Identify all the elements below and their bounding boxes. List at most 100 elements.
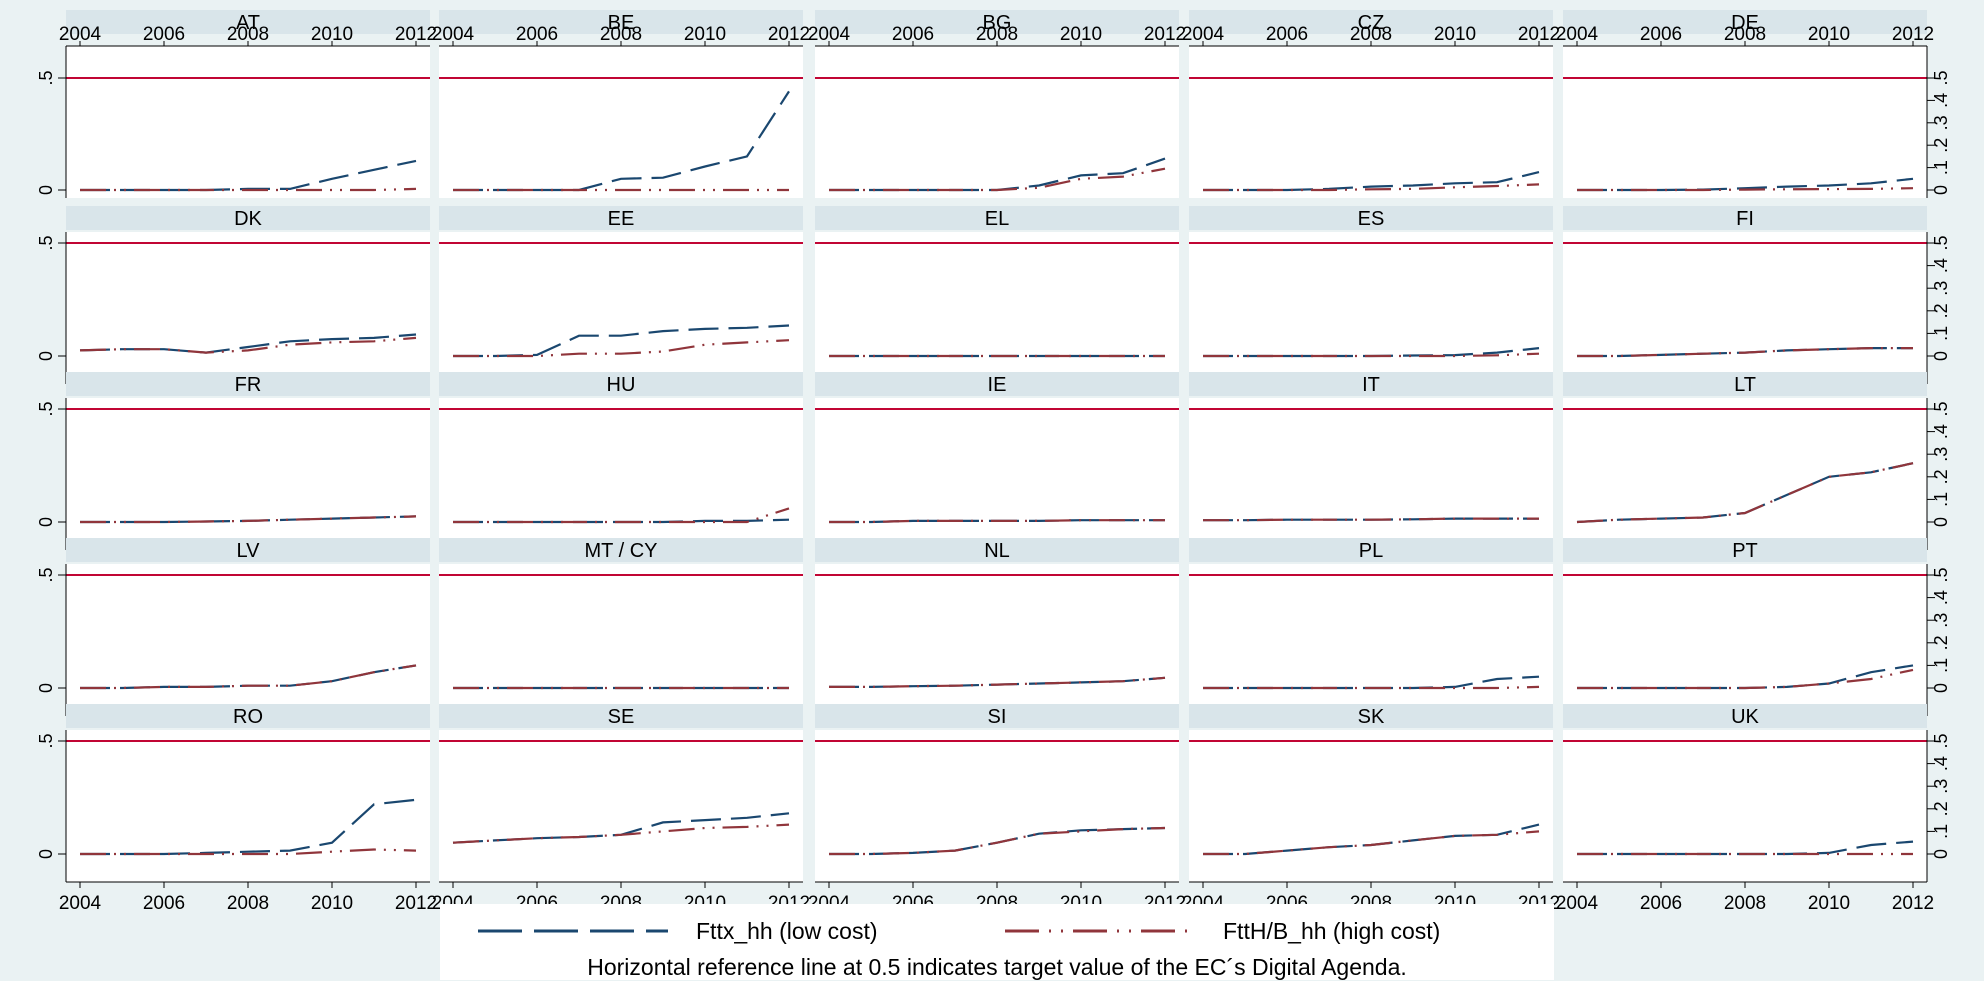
plot-area [815, 232, 1179, 384]
x-tick-label: 2010 [311, 893, 353, 914]
y-tick-label: .3 [1931, 281, 1951, 296]
x-tick-label: 2012 [1518, 24, 1560, 45]
panel-pl: PL [1189, 538, 1553, 716]
y-tick-label: .5 [36, 567, 56, 582]
panel-title: LV [237, 540, 261, 562]
panel-title: SE [608, 706, 635, 728]
panel-strip [815, 372, 1179, 396]
y-tick-label: .4 [1931, 424, 1951, 439]
panel-title: PL [1359, 540, 1383, 562]
legend: Fttx_hh (low cost) FttH/B_hh (high cost)… [440, 904, 1554, 980]
panel-title: SI [988, 706, 1007, 728]
y-tick-label: .5 [1931, 733, 1951, 748]
series-line-high-cost [80, 848, 417, 856]
y-tick-label: 0 [1931, 849, 1951, 859]
x-tick-label: 2010 [1060, 24, 1102, 45]
panel-strip [1563, 206, 1927, 230]
panel-title: IT [1362, 374, 1380, 396]
x-tick-label: 2010 [684, 24, 726, 45]
panel-title: BG [983, 12, 1012, 34]
x-tick-label: 2004 [59, 893, 102, 914]
panel-lv: LV 0 .5 [36, 538, 430, 716]
panel-title: SK [1358, 706, 1385, 728]
plot-area [1189, 46, 1553, 198]
panel-strip [66, 704, 430, 728]
plot-area [1563, 398, 1927, 550]
y-tick-label: .4 [1931, 590, 1951, 605]
panel-strip [1563, 372, 1927, 396]
plot-area [1189, 564, 1553, 716]
y-tick-label: .3 [1931, 613, 1951, 628]
x-tick-label: 2004 [432, 24, 475, 45]
series-line-high-cost [1577, 668, 1914, 690]
panel-strip [439, 10, 803, 34]
panel-sk: SK20042006200820102012 [1182, 704, 1560, 914]
x-tick-label: 2006 [892, 24, 934, 45]
y-tick-label: .1 [1931, 824, 1951, 839]
y-tick-label: 0 [36, 849, 56, 859]
panel-title: FR [235, 374, 262, 396]
y-tick-label: .5 [36, 733, 56, 748]
panel-ro: RO 0 .5 2004 2006 2008 2010 2012 [36, 704, 437, 914]
panel-strip [1189, 206, 1553, 230]
plot-area [66, 232, 430, 384]
panel-title: BE [608, 12, 635, 34]
panel-title: MT / CY [585, 540, 658, 562]
panel-mt-cy: MT / CY [439, 538, 803, 716]
series-line-high-cost [829, 826, 1166, 856]
series-line-high-cost [452, 823, 790, 844]
y-tick-label: 0 [1931, 351, 1951, 361]
panel-title: AT [236, 12, 260, 34]
plot-area [439, 730, 803, 882]
panel-be: BE 2004 2006 2008 2010 2012 [432, 10, 810, 198]
plot-area [1189, 232, 1553, 384]
panel-title: RO [233, 706, 263, 728]
y-tick-label: .1 [1931, 326, 1951, 341]
panel-strip [439, 538, 803, 562]
panel-strip [815, 10, 1179, 34]
x-tick-label: 2008 [227, 893, 269, 914]
legend-item-low-cost: Fttx_hh (low cost) [478, 918, 878, 944]
panel-it: IT [1189, 372, 1553, 550]
panel-strip [1189, 10, 1553, 34]
series-line-high-cost [79, 336, 417, 354]
series-line-high-cost [1203, 183, 1540, 192]
x-tick-label: 2004 [1556, 893, 1599, 914]
panel-pt: PT 0 .1 .2 .3 .4 .5 [1563, 538, 1951, 716]
x-tick-label: 2008 [1724, 24, 1766, 45]
series-line-high-cost [453, 339, 790, 358]
panel-strip [439, 704, 803, 728]
y-tick-label: .4 [1931, 258, 1951, 273]
legend-label-low-cost: Fttx_hh (low cost) [696, 917, 878, 944]
plot-area [815, 564, 1179, 716]
legend-swatch-low-cost [478, 929, 668, 933]
panel-dk: DK 0 .5 [36, 206, 430, 384]
panel-strip [66, 372, 430, 396]
panel-strip [1563, 704, 1927, 728]
panel-fr: FR 0 .5 [36, 372, 430, 550]
series-line-high-cost [1577, 347, 1913, 358]
panel-ee: EE [439, 206, 803, 384]
series-line-high-cost [829, 167, 1166, 192]
panel-strip [815, 206, 1179, 230]
x-tick-label: 2004 [808, 24, 851, 45]
x-tick-label: 2006 [1640, 893, 1682, 914]
panel-at: AT 0 .5 2004 2006 2008 2010 2012 [36, 10, 437, 198]
panel-fi: FI 0 .1 .2 .3 .4 .5 [1563, 206, 1951, 384]
x-tick-label: 2004 [1556, 24, 1599, 45]
plot-area [439, 46, 803, 198]
panel-title: LT [1734, 374, 1756, 396]
series-line-high-cost [1577, 187, 1914, 192]
plot-area [66, 730, 430, 882]
panel-strip [66, 206, 430, 230]
plot-area [439, 232, 803, 384]
y-tick-label: .4 [1931, 756, 1951, 771]
y-tick-label: 0 [1931, 517, 1951, 527]
plot-area [815, 398, 1179, 550]
y-tick-label: .5 [1931, 70, 1951, 85]
panel-title: DE [1731, 12, 1759, 34]
series-line-high-cost [1203, 352, 1540, 358]
plot-area [66, 46, 430, 198]
chart-note: Horizontal reference line at 0.5 indicat… [587, 954, 1407, 980]
panel-strip [1189, 538, 1553, 562]
